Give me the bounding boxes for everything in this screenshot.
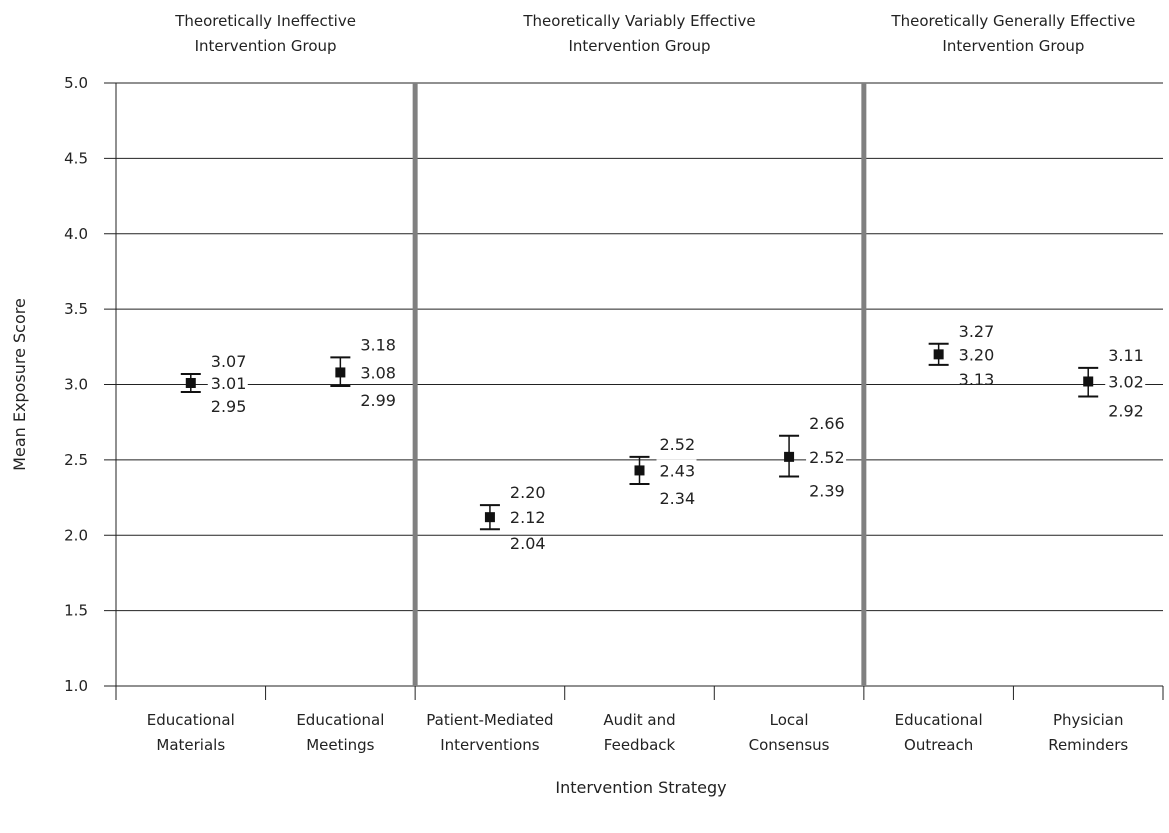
category-label-line1: Local	[770, 711, 809, 729]
category-label-line2: Meetings	[306, 736, 374, 754]
category-label-line2: Interventions	[440, 736, 540, 754]
mean-marker	[1083, 376, 1094, 387]
mean-marker	[634, 465, 645, 476]
label-backing	[656, 459, 697, 480]
category-label-line1: Physician	[1053, 711, 1124, 729]
y-tick-label: 3.5	[64, 300, 88, 318]
label-backing	[357, 361, 398, 382]
group-title-line1: Theoretically Generally Effective	[890, 12, 1135, 30]
category-label-line1: Educational	[296, 711, 384, 729]
label-backing	[207, 371, 248, 392]
y-tick-label: 1.5	[64, 602, 88, 620]
upper-value-label: 3.11	[1108, 346, 1144, 365]
y-tick-label: 4.0	[64, 225, 88, 243]
mean-marker	[484, 512, 495, 523]
group-title-line2: Intervention Group	[195, 37, 337, 55]
category-label-line2: Consensus	[749, 736, 830, 754]
lower-value-label: 3.13	[959, 370, 995, 389]
mean-value-label: 2.12	[510, 508, 546, 527]
category-label-line1: Audit and	[603, 711, 675, 729]
mean-value-label: 2.43	[660, 461, 696, 480]
category-label-line1: Educational	[147, 711, 235, 729]
lower-value-label: 2.95	[211, 397, 247, 416]
category-label-line2: Outreach	[904, 736, 973, 754]
label-backing	[955, 343, 996, 364]
mean-value-label: 3.20	[959, 345, 995, 364]
label-backing	[806, 445, 847, 466]
lower-value-label: 2.34	[660, 489, 696, 508]
y-tick-label: 3.0	[64, 376, 88, 394]
y-tick-label: 4.5	[64, 149, 88, 167]
mean-value-label: 2.52	[809, 448, 845, 467]
lower-value-label: 2.92	[1108, 402, 1144, 421]
label-backing	[1105, 370, 1146, 391]
mean-value-label: 3.01	[211, 374, 247, 393]
upper-value-label: 2.52	[660, 435, 696, 454]
lower-value-label: 2.39	[809, 481, 845, 500]
upper-value-label: 3.27	[959, 322, 995, 341]
category-label-line1: Patient-Mediated	[426, 711, 553, 729]
upper-value-label: 2.66	[809, 414, 845, 433]
group-title-line2: Intervention Group	[569, 37, 711, 55]
upper-value-label: 3.18	[360, 335, 396, 354]
category-label-line1: Educational	[895, 711, 983, 729]
group-title-line1: Theoretically Variably Effective	[522, 12, 755, 30]
category-label-line2: Feedback	[604, 736, 676, 754]
y-tick-label: 5.0	[64, 74, 88, 92]
y-tick-label: 2.5	[64, 451, 88, 469]
x-axis-title: Intervention Strategy	[555, 778, 726, 797]
upper-value-label: 2.20	[510, 483, 546, 502]
lower-value-label: 2.99	[360, 391, 396, 410]
mean-marker	[185, 377, 196, 388]
mean-marker	[335, 367, 346, 378]
lower-value-label: 2.04	[510, 534, 546, 553]
y-tick-label: 1.0	[64, 677, 88, 695]
mean-marker	[784, 451, 795, 462]
mean-value-label: 3.02	[1108, 372, 1144, 391]
group-title-line1: Theoretically Ineffective	[174, 12, 356, 30]
label-backing	[506, 506, 547, 527]
mean-marker	[933, 349, 944, 360]
category-label-line2: Materials	[156, 736, 225, 754]
y-tick-label: 2.0	[64, 526, 88, 544]
group-title-line2: Intervention Group	[942, 37, 1084, 55]
upper-value-label: 3.07	[211, 352, 247, 371]
category-label-line2: Reminders	[1048, 736, 1128, 754]
y-axis-title: Mean Exposure Score	[10, 298, 29, 471]
mean-value-label: 3.08	[360, 363, 396, 382]
